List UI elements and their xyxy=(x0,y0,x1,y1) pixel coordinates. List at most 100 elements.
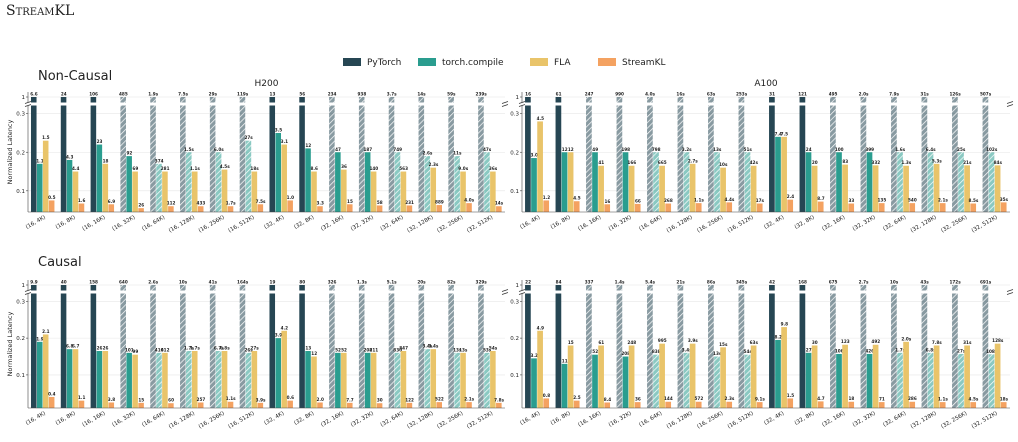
bar xyxy=(388,285,395,408)
latency-label: 749 xyxy=(393,147,402,152)
x-tick-label: (32, 32K) xyxy=(852,215,877,233)
bar xyxy=(628,165,635,212)
x-tick-label: (16, 64K) xyxy=(638,411,663,429)
latency-label: 41s xyxy=(209,280,218,285)
x-tick-label: (16, 256K) xyxy=(198,411,226,431)
bar xyxy=(305,351,311,408)
latency-label: 889 xyxy=(435,200,444,205)
latency-label: 13 xyxy=(305,346,311,351)
latency-label: 1.1 xyxy=(78,395,86,400)
bar xyxy=(430,167,437,212)
x-tick-label: (32, 64K) xyxy=(882,411,907,429)
axis-break-mark xyxy=(501,292,509,295)
latency-label: 3.1 xyxy=(281,139,289,144)
bar xyxy=(647,285,653,408)
x-tick-label: (16, 4K) xyxy=(519,215,541,231)
x-tick-label: (16, 32K) xyxy=(608,411,633,429)
y-tick-label: 0.2 xyxy=(510,336,519,342)
latency-label: 144 xyxy=(664,396,673,401)
bar xyxy=(335,352,341,408)
latency-label: 47s xyxy=(483,147,492,152)
latency-label: 4.4 xyxy=(72,166,80,171)
bar xyxy=(90,285,97,408)
latency-label: 52 xyxy=(335,347,341,352)
legend-label: StreamKL xyxy=(622,58,665,68)
x-tick-label: (16, 64K) xyxy=(638,215,663,233)
latency-label: 166 xyxy=(627,160,636,165)
latency-label: 665 xyxy=(658,160,667,165)
latency-label: 2.3s xyxy=(428,162,438,167)
latency-label: 31 xyxy=(769,92,775,97)
latency-label: 58 xyxy=(377,200,383,205)
latency-label: 52 xyxy=(341,347,347,352)
latency-label: 31s xyxy=(920,92,929,97)
x-tick-label: (16, 32K) xyxy=(111,411,136,429)
bar xyxy=(478,97,484,212)
bar xyxy=(496,206,502,212)
bar xyxy=(561,363,568,408)
x-tick-label: (16, 128K) xyxy=(168,411,196,431)
x-tick-label: (32, 128K) xyxy=(406,215,434,235)
bar xyxy=(42,334,49,408)
bar xyxy=(132,171,138,212)
latency-label: 337 xyxy=(585,280,594,285)
bar xyxy=(245,352,252,408)
latency-label: 23 xyxy=(97,139,103,144)
x-tick-label: (32, 256K) xyxy=(940,411,968,431)
bar xyxy=(878,402,885,408)
bar xyxy=(275,132,282,212)
bar xyxy=(460,352,466,408)
bar xyxy=(251,171,258,212)
latency-label: 84s xyxy=(994,160,1003,165)
latency-label: 26s xyxy=(244,347,253,352)
bar xyxy=(191,171,198,212)
latency-label: 1.1s xyxy=(938,397,948,402)
latency-label: 13s xyxy=(713,351,722,356)
x-tick-label: (32, 8K) xyxy=(293,215,315,231)
y-tick-label: 1 xyxy=(22,95,26,101)
bar xyxy=(653,354,659,408)
bar xyxy=(400,351,407,408)
latency-label: 3.2s xyxy=(682,147,692,152)
latency-label: 3.4s xyxy=(423,344,433,349)
latency-label: 1.5 xyxy=(787,393,795,398)
axis-break-gap xyxy=(521,102,1011,106)
bar xyxy=(756,203,763,212)
latency-label: 1.6s xyxy=(895,147,905,152)
bar xyxy=(251,351,258,408)
bar xyxy=(970,402,977,408)
bar xyxy=(836,353,842,408)
bar xyxy=(239,97,246,212)
latency-label: 13 xyxy=(270,92,276,97)
latency-label: 106 xyxy=(835,348,844,353)
latency-label: 399 xyxy=(865,147,874,152)
bar xyxy=(720,167,726,212)
latency-label: 18 xyxy=(848,396,854,401)
bar xyxy=(400,171,407,212)
bar xyxy=(490,171,496,212)
bar xyxy=(592,152,598,212)
latency-label: 10s xyxy=(719,162,728,167)
x-tick-label: (16, 8K) xyxy=(550,215,572,231)
bar xyxy=(376,403,383,408)
latency-label: 13s xyxy=(459,347,468,352)
x-tick-label: (16, 64K) xyxy=(141,215,166,233)
latency-label: 234 xyxy=(328,92,337,97)
x-tick-label: (32, 128K) xyxy=(910,411,938,431)
bar xyxy=(120,285,126,408)
bar xyxy=(406,205,413,212)
latency-label: 27 xyxy=(806,347,812,352)
bar xyxy=(866,353,873,408)
latency-label: 15 xyxy=(568,340,574,345)
latency-label: 135 xyxy=(878,198,887,203)
bar xyxy=(162,171,168,212)
bar xyxy=(726,202,733,212)
bar xyxy=(964,165,970,212)
bar xyxy=(478,285,484,408)
bar xyxy=(269,97,276,212)
bar xyxy=(221,169,228,212)
latency-label: 20s xyxy=(417,280,426,285)
bar xyxy=(604,204,611,212)
bar xyxy=(48,200,55,212)
bar xyxy=(335,152,341,212)
